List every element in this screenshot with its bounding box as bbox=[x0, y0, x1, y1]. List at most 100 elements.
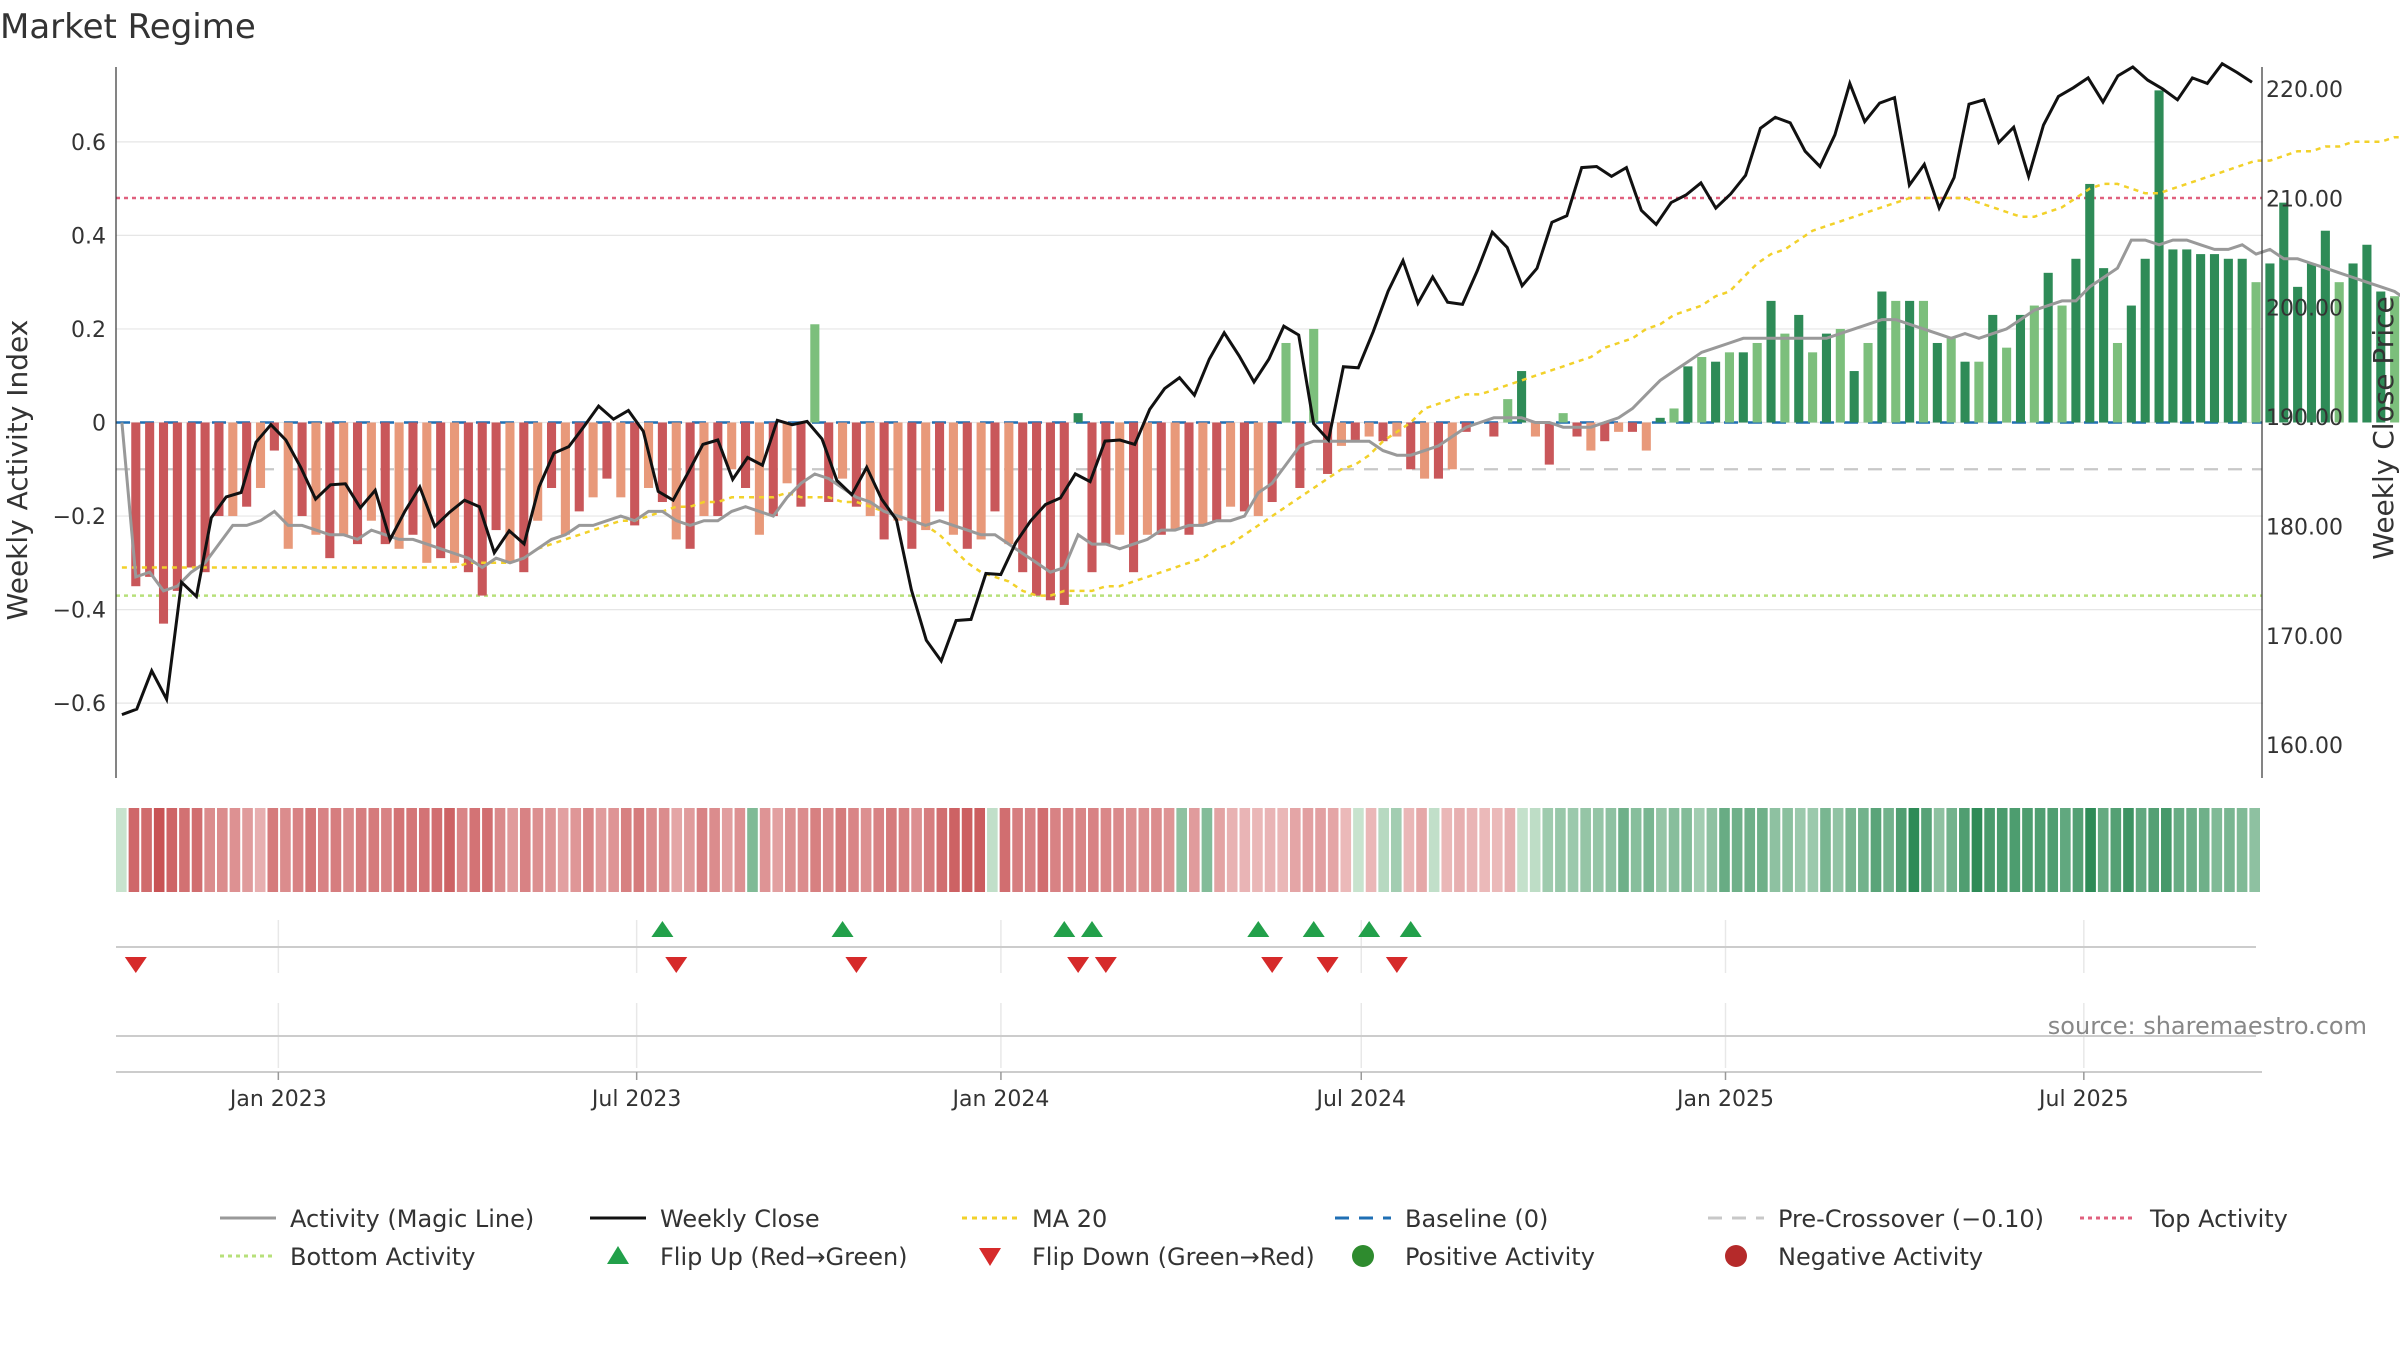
activity-bar bbox=[1336, 422, 1346, 446]
regime-cell bbox=[1870, 808, 1882, 892]
activity-bar bbox=[1198, 422, 1208, 526]
activity-bar bbox=[1974, 361, 1984, 423]
activity-bar bbox=[616, 422, 626, 498]
activity-bar bbox=[630, 422, 640, 526]
regime-cell bbox=[1491, 808, 1503, 892]
regime-cell bbox=[1959, 808, 1970, 892]
activity-bar bbox=[2348, 263, 2358, 423]
regime-cell bbox=[519, 808, 531, 892]
regime-cell bbox=[999, 808, 1011, 892]
regime-cell bbox=[1189, 808, 1200, 892]
regime-cell bbox=[216, 808, 228, 892]
regime-cell bbox=[1921, 808, 1932, 892]
activity-bar bbox=[851, 422, 861, 507]
activity-bar bbox=[1087, 422, 1097, 573]
activity-bar bbox=[1683, 366, 1693, 423]
regime-cell bbox=[835, 808, 847, 892]
activity-bar bbox=[574, 422, 584, 512]
activity-bar bbox=[865, 422, 875, 517]
flip-down-marker bbox=[665, 957, 688, 973]
regime-cell bbox=[355, 808, 367, 892]
activity-bar bbox=[727, 422, 737, 470]
legend-item: Flip Down (Green→Red) bbox=[979, 1243, 1315, 1271]
activity-bar bbox=[2390, 296, 2400, 423]
date-tick-label: Jan 2025 bbox=[1675, 1087, 1774, 1112]
regime-cell bbox=[684, 808, 695, 892]
activity-bar bbox=[1447, 422, 1457, 470]
activity-bar bbox=[962, 422, 972, 549]
activity-bar bbox=[1101, 422, 1111, 545]
regime-cell bbox=[381, 808, 392, 892]
flip-up-marker bbox=[831, 921, 854, 937]
legend-triangle-down-icon bbox=[979, 1248, 1001, 1266]
y-tick-label-left: −0.4 bbox=[53, 599, 106, 624]
y-tick-label-right: 210.00 bbox=[2266, 187, 2343, 212]
activity-bar bbox=[2196, 254, 2206, 423]
activity-bar bbox=[1517, 371, 1527, 423]
legend-label: Top Activity bbox=[2149, 1205, 2288, 1233]
regime-cell bbox=[1289, 808, 1301, 892]
legend-label: Flip Down (Green→Red) bbox=[1032, 1243, 1315, 1271]
regime-cell bbox=[204, 808, 215, 892]
activity-bar bbox=[1877, 291, 1887, 423]
regime-cell bbox=[280, 808, 291, 892]
activity-bar bbox=[1059, 422, 1069, 605]
regime-cell bbox=[1933, 808, 1945, 892]
activity-bar bbox=[519, 422, 529, 573]
regime-cell bbox=[1088, 808, 1099, 892]
activity-bar bbox=[1281, 342, 1291, 423]
regime-cell bbox=[2009, 808, 2021, 892]
activity-bar bbox=[200, 422, 210, 573]
regime-cell bbox=[1517, 808, 1528, 892]
y-tick-label-left: −0.6 bbox=[53, 692, 106, 717]
flip-down-marker bbox=[1094, 957, 1117, 973]
regime-cell bbox=[1252, 808, 1263, 892]
regime-cell bbox=[1681, 808, 1692, 892]
regime-cell bbox=[1580, 808, 1591, 892]
y-tick-label-left: 0.6 bbox=[71, 131, 106, 156]
activity-bar bbox=[879, 422, 889, 540]
activity-bar bbox=[394, 422, 404, 549]
flip-up-marker bbox=[1080, 921, 1103, 937]
activity-bar bbox=[1323, 422, 1333, 474]
activity-bar bbox=[2209, 254, 2220, 423]
regime-cell bbox=[1441, 808, 1453, 892]
regime-cell bbox=[658, 808, 670, 892]
regime-cell bbox=[1201, 808, 1213, 892]
regime-cell bbox=[1302, 808, 1314, 892]
activity-bar bbox=[1863, 342, 1873, 423]
activity-bar bbox=[1350, 422, 1360, 442]
activity-bar bbox=[1835, 328, 1845, 423]
activity-bar bbox=[2002, 347, 2012, 423]
legend-dot-icon bbox=[1352, 1245, 1374, 1267]
activity-bar bbox=[1364, 422, 1374, 437]
legend-triangle-up-icon bbox=[607, 1246, 629, 1264]
flip-down-marker bbox=[124, 957, 147, 973]
activity-bar bbox=[2154, 90, 2164, 423]
activity-bar bbox=[477, 422, 487, 596]
activity-bar bbox=[242, 422, 252, 507]
regime-cell bbox=[1327, 808, 1339, 892]
flip-down-marker bbox=[1316, 957, 1339, 973]
activity-bar bbox=[1655, 417, 1665, 423]
legend-item: Weekly Close bbox=[590, 1205, 820, 1233]
regime-cell bbox=[1264, 808, 1276, 892]
regime-cell bbox=[2123, 808, 2134, 892]
activity-bar bbox=[408, 422, 418, 535]
activity-bar bbox=[1295, 422, 1305, 488]
activity-bar bbox=[1045, 422, 1055, 601]
activity-bar bbox=[1378, 422, 1388, 442]
activity-bar bbox=[1697, 357, 1707, 423]
regime-cell bbox=[620, 808, 632, 892]
activity-bar bbox=[768, 422, 778, 517]
y-axis-label-right: Weekly Close Price bbox=[2367, 296, 2400, 559]
regime-cell bbox=[1731, 808, 1743, 892]
regime-cell bbox=[456, 808, 468, 892]
regime-cell bbox=[1706, 808, 1718, 892]
regime-cell bbox=[1984, 808, 1995, 892]
legend-label: Weekly Close bbox=[660, 1205, 820, 1233]
activity-bar bbox=[754, 422, 764, 535]
regime-cell bbox=[583, 808, 594, 892]
regime-cell bbox=[1567, 808, 1579, 892]
activity-bar bbox=[533, 422, 543, 521]
